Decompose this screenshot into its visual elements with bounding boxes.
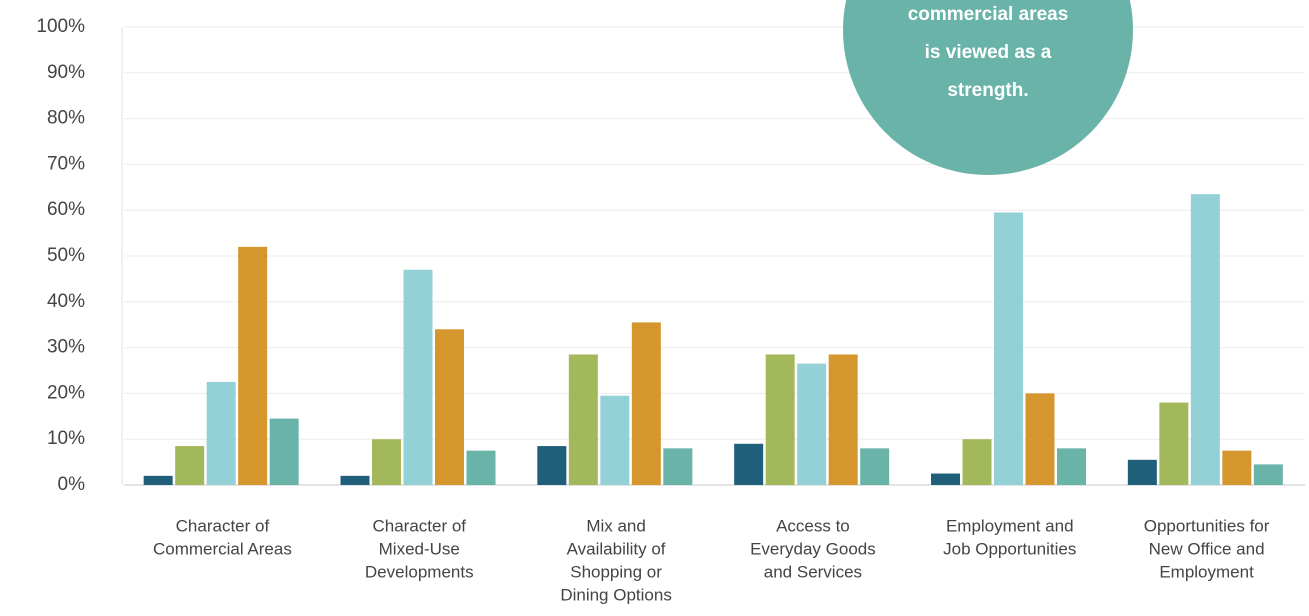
x-tick-label: Developments	[365, 562, 474, 581]
annotation-text: is viewed as a	[925, 42, 1052, 63]
y-tick-label: 80%	[47, 108, 85, 129]
bar	[1127, 459, 1157, 485]
y-tick-label: 20%	[47, 382, 85, 403]
x-tick-label: Opportunities for	[1144, 516, 1270, 535]
bar	[403, 269, 433, 485]
bar	[568, 354, 598, 485]
bar	[372, 439, 401, 485]
bar	[994, 212, 1023, 486]
x-tick-label: Character of	[372, 516, 466, 535]
bar	[600, 395, 630, 485]
x-tick-label: Mix and	[586, 516, 646, 535]
bar	[1222, 450, 1252, 485]
bar	[828, 354, 858, 485]
y-tick-label: 0%	[58, 474, 86, 495]
x-tick-label: Everyday Goods	[750, 539, 876, 558]
x-tick-label: Dining Options	[560, 585, 672, 604]
y-tick-label: 50%	[47, 245, 85, 266]
x-tick-label: and Services	[764, 562, 862, 581]
y-tick-label: 30%	[47, 337, 85, 358]
bar	[466, 450, 496, 485]
y-tick-label: 40%	[47, 291, 85, 312]
x-tick-label: Availability of	[567, 539, 666, 558]
bar	[765, 354, 795, 485]
x-tick-label: New Office and	[1149, 539, 1265, 558]
bar	[1057, 448, 1086, 485]
annotation-text: strength.	[947, 80, 1028, 101]
bar	[734, 443, 764, 485]
bar	[860, 448, 890, 485]
x-tick-label: Shopping or	[570, 562, 662, 581]
y-tick-label: 10%	[47, 428, 85, 449]
annotation-text: commercial areas	[908, 4, 1069, 25]
bar	[962, 439, 992, 485]
bar	[1025, 393, 1055, 485]
y-tick-label: 70%	[47, 153, 85, 174]
bar	[340, 475, 370, 485]
bar	[1190, 194, 1220, 486]
bar	[206, 381, 236, 485]
bar	[269, 418, 299, 485]
bar	[1159, 402, 1189, 485]
x-tick-label: Employment	[1159, 562, 1254, 581]
bar	[931, 473, 960, 485]
bar	[1253, 464, 1283, 485]
y-tick-label: 90%	[47, 62, 85, 83]
bar	[537, 446, 567, 485]
y-tick-label: 60%	[47, 199, 85, 220]
bar	[631, 322, 661, 485]
annotation-bubble	[843, 0, 1133, 175]
bar	[435, 329, 464, 485]
bar	[143, 475, 173, 485]
x-tick-label: Access to	[776, 516, 850, 535]
y-tick-label: 100%	[36, 16, 85, 37]
x-tick-label: Commercial Areas	[153, 539, 292, 558]
bar	[797, 363, 827, 485]
bar	[175, 446, 205, 485]
x-tick-label: Job Opportunities	[943, 539, 1076, 558]
bar	[238, 246, 268, 485]
x-tick-label: Employment and	[946, 516, 1074, 535]
x-tick-label: Mixed-Use	[379, 539, 460, 558]
bar	[663, 448, 693, 485]
x-tick-label: Character of	[176, 516, 270, 535]
